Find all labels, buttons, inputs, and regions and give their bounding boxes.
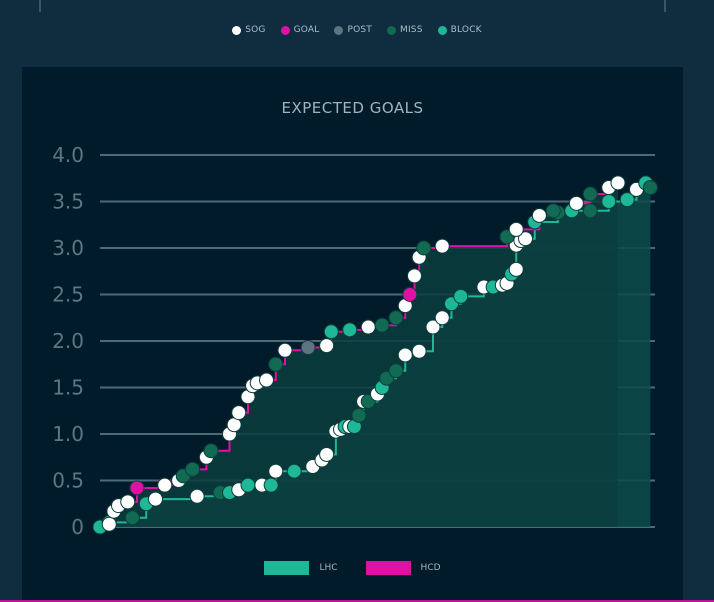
y-tick-label-4: 2.0 — [52, 329, 84, 353]
shot-dot-lhc-28[interactable] — [388, 363, 404, 379]
y-tick-label-1: 0.5 — [52, 469, 84, 493]
shot-dot-hcd-10[interactable] — [203, 443, 219, 459]
y-tick-label-3: 1.5 — [52, 376, 84, 400]
shot-dot-lhc-29[interactable] — [397, 347, 413, 363]
chart-panel: EXPECTED GOALS 0 0.5 1.0 1.5 2.0 2.5 3.0 3.5 4.0… — [22, 67, 683, 602]
shot-dot-hcd-8[interactable] — [185, 461, 200, 477]
legend-team-hcd[interactable]: HCD — [365, 561, 441, 575]
legend-miss[interactable]: MISS — [386, 25, 423, 35]
shot-dot-hcd-29[interactable] — [407, 268, 422, 284]
legend-post-label: POST — [347, 25, 372, 35]
shot-dot-hcd-25[interactable] — [374, 317, 390, 333]
chart-title: EXPECTED GOALS — [281, 99, 424, 117]
legend-lhc-swatch — [264, 561, 310, 575]
shot-dot-hcd-0[interactable] — [101, 516, 117, 532]
shot-dot-hcd-22[interactable] — [323, 324, 339, 340]
shot-dot-lhc-4[interactable] — [148, 491, 163, 507]
shot-dot-hcd-5[interactable] — [157, 477, 173, 493]
shot-dot-hcd-17[interactable] — [259, 372, 274, 388]
shot-dot-lhc-12[interactable] — [268, 463, 284, 479]
y-tick-label-5: 2.5 — [52, 283, 84, 307]
shot-dot-lhc-43[interactable] — [518, 231, 533, 247]
shot-dot-lhc-47[interactable] — [582, 203, 598, 219]
legend-block[interactable]: BLOCK — [437, 25, 482, 35]
shot-dot-lhc-48[interactable] — [601, 194, 617, 209]
shot-dot-lhc-5[interactable] — [189, 488, 205, 504]
shot-dot-hcd-28[interactable] — [402, 287, 418, 302]
shot-dot-lhc-13[interactable] — [286, 463, 302, 479]
shot-dot-hcd-40[interactable] — [610, 175, 626, 191]
legend-block-dot — [437, 25, 447, 35]
y-tick-label-8: 4.0 — [52, 143, 84, 167]
legend-goal[interactable]: GOAL — [280, 25, 320, 35]
shot-dot-hcd-21[interactable] — [319, 338, 335, 354]
xg-plot: 0 0.5 1.0 1.5 2.0 2.5 3.0 3.5 4.0 — [52, 143, 658, 539]
shot-dot-lhc-16[interactable] — [319, 446, 335, 462]
legend-lhc-label: LHC — [319, 563, 338, 573]
shot-dot-lhc-2[interactable] — [124, 510, 140, 526]
shot-dot-hcd-31[interactable] — [416, 240, 432, 256]
shot-dot-hcd-37[interactable] — [568, 195, 584, 211]
area-hcd — [109, 182, 618, 527]
shot-dot-hcd-19[interactable] — [277, 342, 293, 358]
shot-dot-lhc-34[interactable] — [453, 288, 469, 304]
legend-post[interactable]: POST — [334, 25, 372, 35]
legend-goal-label: GOAL — [293, 25, 320, 35]
shot-dot-hcd-35[interactable] — [531, 207, 547, 223]
shot-dot-lhc-32[interactable] — [434, 310, 450, 326]
legend-sog-dot — [232, 25, 242, 35]
y-tick-label-7: 3.5 — [52, 190, 84, 214]
legend-sog-label: SOG — [245, 25, 266, 35]
y-tick-label-6: 3.0 — [52, 236, 84, 260]
y-tick-label-2: 1.0 — [52, 422, 84, 446]
team-legend: LHC HCD — [22, 560, 683, 576]
shot-dot-hcd-3[interactable] — [120, 494, 136, 510]
bottom-accent-line — [0, 600, 714, 602]
shot-dot-lhc-31[interactable] — [425, 319, 441, 335]
shot-dot-hcd-38[interactable] — [582, 186, 598, 202]
legend-miss-label: MISS — [399, 25, 423, 35]
shot-dot-hcd-18[interactable] — [268, 356, 284, 372]
shot-dot-hcd-23[interactable] — [342, 322, 358, 338]
shot-dot-lhc-40[interactable] — [508, 261, 524, 277]
shot-dot-hcd-20[interactable] — [300, 340, 316, 356]
shot-dot-hcd-24[interactable] — [360, 319, 376, 335]
legend-miss-dot — [386, 25, 396, 35]
frame-line-left — [39, 0, 41, 12]
shot-dot-lhc-22[interactable] — [351, 407, 367, 423]
legend-team-lhc[interactable]: LHC — [264, 561, 338, 575]
shot-dot-lhc-49[interactable] — [619, 192, 635, 208]
shot-dot-lhc-52[interactable] — [642, 180, 658, 196]
shot-dot-hcd-32[interactable] — [434, 238, 450, 254]
shot-dot-lhc-9[interactable] — [240, 477, 256, 493]
legend-goal-dot — [280, 25, 290, 35]
shot-dot-hcd-26[interactable] — [388, 310, 404, 326]
shot-dot-hcd-36[interactable] — [545, 203, 561, 219]
shot-type-legend: SOG GOAL POST MISS BLOCK — [0, 22, 714, 38]
legend-block-label: BLOCK — [450, 25, 482, 35]
legend-sog[interactable]: SOG — [232, 25, 265, 35]
frame-line-right — [664, 0, 666, 12]
shot-dot-hcd-4[interactable] — [129, 480, 145, 496]
y-tick-label-0: 0 — [71, 515, 84, 539]
shot-dot-lhc-11[interactable] — [263, 477, 279, 493]
shot-dot-hcd-34[interactable] — [508, 221, 524, 237]
legend-post-dot — [334, 25, 344, 35]
legend-hcd-swatch — [365, 561, 411, 575]
shot-dot-lhc-30[interactable] — [411, 343, 427, 359]
shot-dot-hcd-13[interactable] — [231, 405, 247, 421]
legend-hcd-label: HCD — [420, 563, 441, 573]
